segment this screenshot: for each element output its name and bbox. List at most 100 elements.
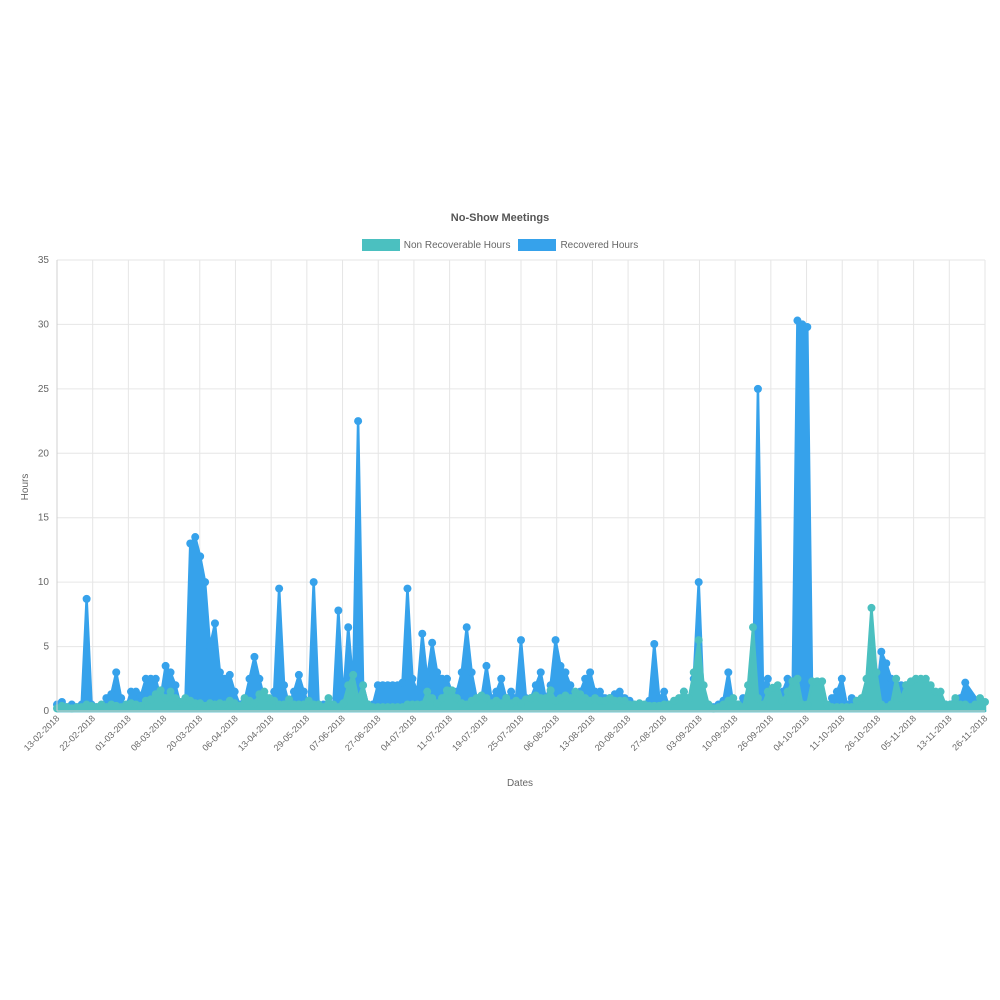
data-point[interactable] [482, 694, 491, 703]
legend-item-recovered[interactable]: Recovered Hours [518, 239, 638, 251]
data-point[interactable] [156, 686, 165, 695]
data-point[interactable] [561, 668, 570, 677]
data-point[interactable] [230, 687, 239, 696]
data-point[interactable] [423, 687, 432, 696]
data-point[interactable] [857, 694, 866, 703]
data-point[interactable] [136, 701, 145, 710]
data-point[interactable] [694, 636, 703, 645]
data-point[interactable] [452, 694, 461, 703]
data-point[interactable] [255, 674, 264, 683]
data-point[interactable] [536, 668, 545, 677]
data-point[interactable] [482, 661, 491, 670]
data-point[interactable] [206, 642, 215, 651]
data-point[interactable] [285, 695, 293, 704]
data-point[interactable] [112, 668, 121, 677]
data-point[interactable] [517, 636, 525, 645]
data-point[interactable] [827, 694, 836, 703]
data-point[interactable] [551, 636, 560, 645]
data-point[interactable] [921, 674, 930, 683]
data-point[interactable] [442, 674, 451, 683]
data-point[interactable] [294, 670, 303, 679]
data-point[interactable] [778, 696, 787, 705]
data-point[interactable] [334, 606, 343, 615]
data-point[interactable] [753, 384, 762, 393]
data-point[interactable] [749, 623, 757, 632]
data-point[interactable] [260, 687, 269, 696]
data-point[interactable] [349, 670, 358, 679]
data-point[interactable] [832, 687, 841, 696]
data-point[interactable] [926, 681, 935, 690]
data-point[interactable] [729, 694, 738, 703]
data-point[interactable] [818, 677, 827, 686]
data-point[interactable] [744, 681, 753, 690]
data-point[interactable] [936, 687, 945, 696]
data-point[interactable] [107, 690, 116, 699]
data-point[interactable] [418, 700, 427, 709]
data-point[interactable] [586, 668, 595, 677]
data-point[interactable] [497, 699, 506, 708]
data-point[interactable] [225, 670, 234, 679]
data-point[interactable] [403, 584, 412, 593]
data-point[interactable] [674, 694, 683, 703]
data-point[interactable] [186, 539, 195, 548]
data-point[interactable] [235, 701, 244, 710]
data-point[interactable] [837, 674, 846, 683]
data-point[interactable] [210, 619, 219, 628]
data-point[interactable] [862, 674, 871, 683]
legend-item-non-recoverable[interactable]: Non Recoverable Hours [361, 239, 510, 251]
data-point[interactable] [250, 652, 259, 661]
data-point[interactable] [946, 700, 955, 709]
data-point[interactable] [166, 668, 175, 677]
data-point[interactable] [275, 584, 284, 593]
data-point[interactable] [447, 686, 456, 695]
data-point[interactable] [280, 681, 289, 690]
data-point[interactable] [753, 694, 762, 703]
data-point[interactable] [201, 578, 210, 587]
data-point[interactable] [344, 681, 353, 690]
data-point[interactable] [689, 668, 698, 677]
data-point[interactable] [309, 578, 318, 587]
data-point[interactable] [694, 578, 703, 587]
data-point[interactable] [462, 623, 471, 632]
data-point[interactable] [359, 681, 368, 690]
data-point[interactable] [408, 674, 417, 683]
data-point[interactable] [783, 687, 792, 696]
data-point[interactable] [541, 694, 550, 703]
data-point[interactable] [951, 694, 960, 703]
data-point[interactable] [423, 674, 432, 683]
data-point[interactable] [724, 668, 733, 677]
data-point[interactable] [191, 533, 200, 542]
data-point[interactable] [882, 659, 891, 668]
data-point[interactable] [655, 694, 664, 703]
data-point[interactable] [793, 674, 802, 683]
data-point[interactable] [615, 687, 624, 696]
data-point[interactable] [803, 700, 812, 709]
data-point[interactable] [892, 674, 901, 683]
data-point[interactable] [166, 687, 175, 696]
data-point[interactable] [413, 687, 422, 696]
data-point[interactable] [531, 681, 540, 690]
data-point[interactable] [438, 694, 447, 703]
data-point[interactable] [339, 699, 348, 708]
data-point[interactable] [887, 700, 896, 709]
data-point[interactable] [215, 668, 224, 677]
data-point[interactable] [981, 697, 989, 706]
data-point[interactable] [161, 661, 170, 670]
data-point[interactable] [758, 681, 767, 690]
data-point[interactable] [699, 681, 708, 690]
data-point[interactable] [344, 623, 353, 632]
data-point[interactable] [354, 417, 363, 426]
data-point[interactable] [877, 647, 886, 656]
data-point[interactable] [758, 700, 767, 709]
data-point[interactable] [196, 552, 205, 561]
data-point[interactable] [507, 687, 516, 696]
data-point[interactable] [171, 681, 180, 690]
data-point[interactable] [433, 699, 442, 708]
data-point[interactable] [319, 703, 328, 712]
data-point[interactable] [492, 687, 501, 696]
data-point[interactable] [418, 629, 427, 638]
data-point[interactable] [354, 694, 363, 703]
data-point[interactable] [151, 674, 160, 683]
data-point[interactable] [595, 687, 604, 696]
data-point[interactable] [457, 668, 466, 677]
